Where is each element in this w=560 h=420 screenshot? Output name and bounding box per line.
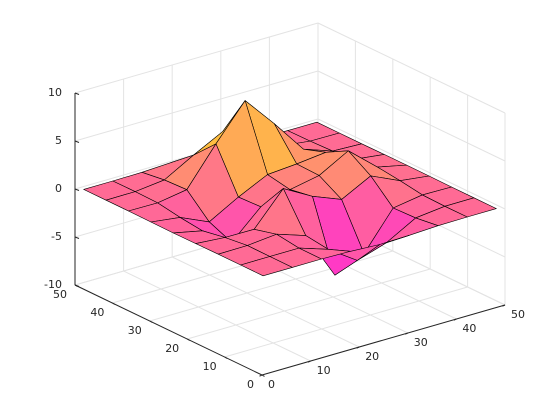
grid-line [224, 286, 468, 358]
y-tick-label: 50 [53, 288, 67, 301]
x-tick [453, 318, 457, 321]
y-tick [149, 320, 153, 323]
y-tick [112, 302, 116, 305]
z-tick [74, 284, 80, 287]
y-tick-label: 10 [203, 360, 217, 373]
x-tick-label: 40 [462, 322, 476, 335]
z-tick [74, 140, 80, 143]
grid-line [74, 70, 319, 142]
x-tick-label: 50 [511, 308, 525, 321]
x-tick [502, 304, 506, 307]
z-tick-label: 10 [48, 86, 62, 99]
z-tick-label: 5 [55, 134, 62, 147]
grid-line [187, 268, 431, 340]
grid-line [171, 256, 360, 348]
grid-line [74, 22, 319, 94]
x-tick-label: 30 [414, 336, 428, 349]
x-tick-label: 10 [317, 364, 331, 377]
x-tick [356, 346, 360, 349]
grid-line [123, 270, 311, 362]
y-tick-label: 0 [247, 378, 254, 391]
z-tick [74, 188, 80, 191]
x-tick [307, 360, 311, 363]
y-tick-label: 30 [128, 324, 142, 337]
y-tick [186, 338, 190, 341]
z-tick [74, 92, 80, 95]
grid-line [317, 70, 506, 162]
y-tick [261, 374, 265, 377]
y-tick-label: 20 [165, 342, 179, 355]
y-axis [74, 284, 263, 376]
z-tick-label: -5 [51, 230, 62, 243]
y-tick-label: 40 [90, 306, 104, 319]
surface-patch [240, 256, 293, 277]
z-tick [74, 236, 80, 239]
y-tick [224, 356, 228, 359]
grid-line [317, 22, 506, 114]
x-tick [405, 332, 409, 335]
grid-line [317, 118, 506, 210]
x-tick-label: 20 [365, 350, 379, 363]
x-axis [261, 304, 506, 376]
x-tick-label: 0 [268, 378, 275, 391]
z-tick-label: -10 [44, 278, 62, 291]
z-tick-label: 0 [55, 182, 62, 195]
x-tick [259, 374, 263, 377]
